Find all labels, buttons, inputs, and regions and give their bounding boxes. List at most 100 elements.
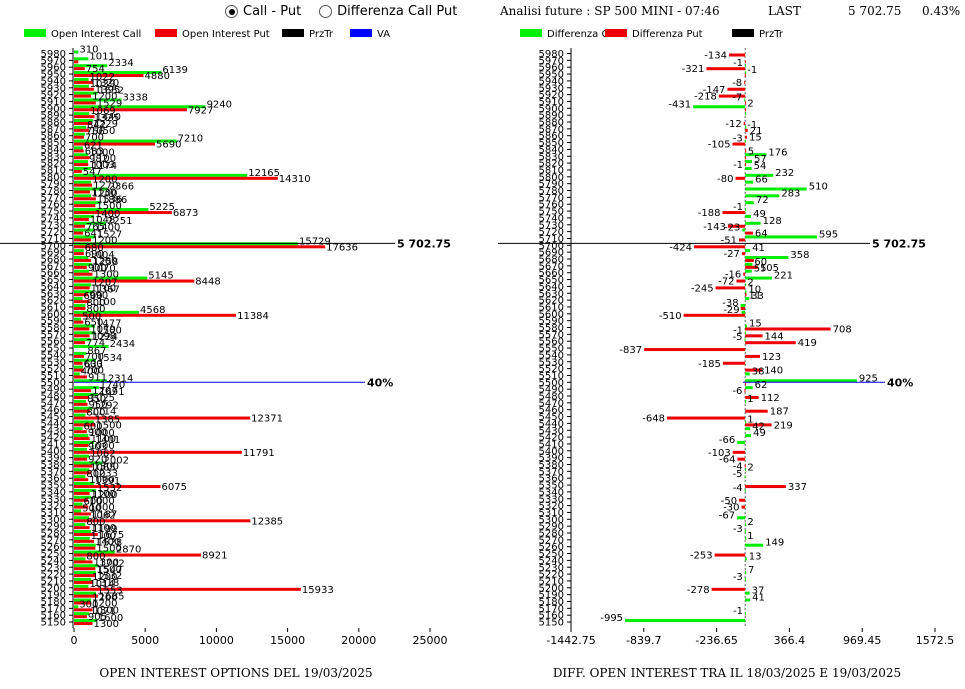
left-strike-label: 5210 — [41, 576, 66, 587]
diff-call-bar — [741, 310, 746, 314]
right-strike-label: 5730 — [539, 220, 564, 231]
put-bar — [74, 526, 90, 530]
call-bar — [74, 351, 87, 355]
right-prztr-label: 5 702.75 — [872, 237, 926, 250]
right-strike-label: 5620 — [539, 296, 564, 307]
put-bar — [74, 259, 92, 262]
diff-call-bar — [745, 523, 747, 527]
diff-call-bar — [745, 160, 753, 164]
put-value-label: 1300 — [94, 619, 119, 630]
diff-put-bar — [744, 389, 746, 393]
put-value-label: 11384 — [237, 311, 269, 322]
left-strike-label: 5920 — [41, 90, 66, 101]
call-bar — [74, 619, 97, 623]
put-value-label: 8921 — [202, 551, 227, 562]
diff-call-bar — [745, 468, 747, 472]
diff-put-bar — [745, 163, 747, 167]
left-strike-label: 5220 — [41, 570, 66, 581]
call-bar — [74, 509, 82, 513]
diff-call-bar — [693, 105, 746, 109]
put-bar — [74, 156, 90, 160]
right-strike-label: 5800 — [539, 172, 564, 183]
call-value-label: 800 — [86, 517, 105, 528]
legend-swatch-left-0 — [24, 29, 46, 37]
left-strike-label: 5480 — [41, 392, 66, 403]
diff-call-bar — [745, 297, 750, 301]
left-x-tick-label: 15000 — [270, 634, 305, 647]
put-value-label: 1500 — [96, 201, 121, 212]
right-strike-label: 5580 — [539, 323, 564, 334]
put-value-label: 11791 — [243, 448, 275, 459]
call-value-label: 867 — [87, 346, 106, 357]
diff-put-bar — [732, 142, 746, 146]
right-strike-label: 5570 — [539, 330, 564, 341]
diff-put-value-label: -64 — [719, 455, 735, 466]
left-strike-label: 5690 — [41, 248, 66, 259]
left-strike-label: 5340 — [41, 487, 66, 498]
call-bar — [74, 591, 97, 595]
legend-label-right-0: Differenza Call — [547, 29, 620, 40]
diff-put-value-label: -8 — [732, 78, 742, 89]
left-strike-label: 5560 — [41, 337, 66, 348]
left-strike-label: 5830 — [41, 152, 66, 163]
put-bar — [74, 622, 93, 626]
call-bar — [74, 605, 79, 609]
diff-put-bar — [743, 122, 746, 125]
left-strike-label: 5680 — [41, 255, 66, 266]
diff-call-bar — [737, 440, 746, 444]
put-bar — [74, 450, 242, 454]
put-value-label: 1025 — [90, 393, 115, 404]
diff-call-bar — [745, 201, 754, 205]
right-strike-label: 5970 — [539, 56, 564, 67]
put-bar — [74, 87, 94, 91]
diff-call-value-label: 10 — [748, 284, 761, 295]
put-value-label: 5690 — [156, 140, 181, 151]
call-bar — [74, 269, 90, 273]
right-strike-label: 5440 — [539, 419, 564, 430]
diff-call-value-label: 49 — [753, 428, 766, 439]
put-value-label: 1675 — [99, 530, 124, 541]
put-bar — [74, 491, 90, 495]
diff-put-bar — [728, 53, 746, 57]
call-bar — [74, 488, 96, 492]
put-value-label: 1130 — [91, 188, 116, 199]
call-bar — [74, 71, 162, 75]
call-bar — [74, 249, 84, 253]
put-value-label: 990 — [89, 290, 108, 301]
right-strike-label: 5530 — [539, 357, 564, 368]
right-strike-label: 5460 — [539, 405, 564, 416]
diff-call-value-label: -5 — [733, 469, 743, 480]
put-bar — [74, 108, 187, 112]
put-bar — [74, 341, 86, 345]
left-strike-label: 5980 — [41, 49, 66, 60]
put-value-label: 1500 — [96, 564, 121, 575]
left-strike-label: 5600 — [41, 309, 66, 320]
diff-put-value-label: 2 — [747, 98, 753, 109]
left-strike-label: 5160 — [41, 611, 66, 622]
diff-call-value-label: 2 — [747, 462, 753, 473]
put-value-label: 950 — [89, 400, 108, 411]
call-bar — [74, 482, 94, 486]
legend-label-right-1: Differenza Put — [632, 29, 703, 40]
diff-put-bar — [722, 361, 746, 365]
radio-differenza[interactable]: Differenza Call Put — [319, 4, 457, 19]
diff-call-bar — [745, 379, 857, 383]
call-value-label: 1477 — [96, 319, 121, 330]
right-strike-label: 5180 — [539, 597, 564, 608]
call-value-label: 1039 — [90, 79, 115, 90]
radio-call-put[interactable]: Call - Put — [225, 4, 301, 19]
diff-call-value-label: -3 — [733, 572, 743, 583]
left-strike-label: 5640 — [41, 282, 66, 293]
call-value-label: 800 — [86, 469, 105, 480]
diff-call-value-label: -66 — [719, 435, 735, 446]
left-strike-label: 5770 — [41, 193, 66, 204]
call-value-label: 1011 — [89, 51, 114, 62]
diff-put-value-label: -1 — [733, 160, 743, 171]
call-bar — [74, 160, 88, 164]
diff-call-value-label: 925 — [859, 373, 878, 384]
call-bar — [74, 146, 83, 150]
put-bar — [74, 533, 98, 536]
diff-call-value-label: 57 — [754, 154, 767, 165]
put-value-label: 774 — [86, 338, 105, 349]
call-value-label: 1400 — [95, 223, 120, 234]
